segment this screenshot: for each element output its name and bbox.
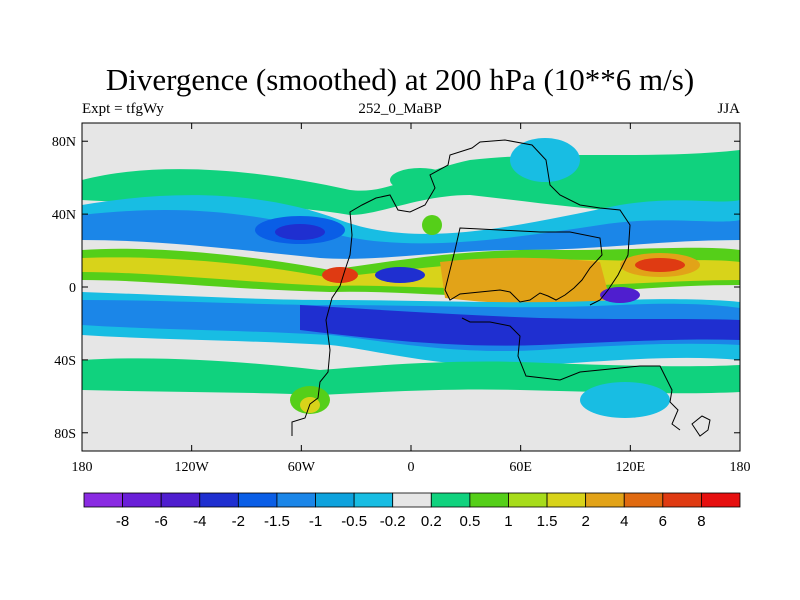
colorbar-swatch	[623, 492, 664, 508]
colorbar-swatch	[199, 492, 239, 508]
colorbar-label: -1.5	[264, 513, 290, 530]
colorbar-label: -6	[155, 513, 168, 530]
x-tick-label: 180	[72, 460, 93, 475]
colorbar-label: 1	[504, 513, 512, 530]
x-tick-label: 0	[408, 460, 415, 475]
field-band	[82, 210, 740, 259]
x-tick-label: 60W	[288, 460, 316, 475]
colorbar-swatch	[315, 492, 355, 508]
period-label: 252_0_MaBP	[358, 101, 442, 117]
colorbar-swatch	[662, 492, 702, 508]
field-cell	[390, 168, 450, 192]
continent-outlines	[291, 139, 711, 437]
colorbar-label: 0.5	[459, 513, 480, 530]
x-tick-label: 120W	[175, 460, 210, 475]
colorbar: -8 -6 -4 -2 -1.5 -1 -0.5 -0.2 0.2 0.5 1 1.5 2 4 6 8	[83, 492, 741, 530]
colorbar-swatch	[237, 492, 278, 508]
colorbar-label: 0.2	[421, 513, 442, 530]
colorbar-swatch	[353, 492, 394, 508]
field-cell	[600, 287, 640, 303]
colorbar-label: -0.2	[380, 513, 406, 530]
colorbar-label: 8	[697, 513, 705, 530]
colorbar-label: 6	[659, 513, 667, 530]
field-band	[82, 358, 740, 395]
field-cell	[322, 267, 358, 283]
colorbar-label: -1	[309, 513, 322, 530]
season-label: JJA	[717, 101, 740, 117]
y-tick-label: 80S	[54, 427, 76, 442]
colorbar-swatch	[701, 492, 741, 508]
field-cell	[422, 215, 442, 235]
chart-title: Divergence (smoothed) at 200 hPa (10**6 …	[105, 62, 695, 97]
colorbar-swatch	[83, 492, 123, 508]
colorbar-label: 4	[620, 513, 628, 530]
field-band	[440, 257, 610, 304]
experiment-label: Expt = tfgWy	[82, 101, 164, 117]
x-tick-label: 120E	[616, 460, 646, 475]
colorbar-label: -2	[232, 513, 245, 530]
field-cell	[275, 224, 325, 240]
colorbar-swatch	[469, 492, 509, 508]
colorbar-swatch	[392, 492, 432, 508]
field-cell	[580, 382, 670, 418]
colorbar-swatch	[546, 492, 587, 508]
map-axes: 180 120W 60W 0 60E 120E 180 80N 40N 0 40S 80S	[52, 123, 751, 475]
y-tick-label: 40S	[54, 354, 76, 369]
colorbar-swatch	[585, 492, 625, 508]
colorbar-swatch	[122, 492, 162, 508]
colorbar-label: -8	[116, 513, 129, 530]
colorbar-label: 2	[581, 513, 589, 530]
colorbar-swatch	[276, 492, 316, 508]
y-tick-label: 40N	[52, 208, 76, 223]
contour-fields	[82, 138, 740, 418]
colorbar-swatch	[430, 492, 471, 508]
colorbar-label: -0.5	[341, 513, 367, 530]
colorbar-label: 1.5	[537, 513, 558, 530]
field-cell	[510, 138, 580, 182]
field-cell	[375, 267, 425, 283]
colorbar-swatch	[160, 492, 201, 508]
colorbar-swatch	[508, 492, 548, 508]
field-band	[300, 305, 740, 346]
y-tick-label: 80N	[52, 135, 76, 150]
y-tick-label: 0	[69, 281, 76, 296]
x-tick-label: 60E	[509, 460, 532, 475]
x-tick-label: 180	[730, 460, 751, 475]
field-cell	[635, 258, 685, 272]
colorbar-label: -4	[193, 513, 206, 530]
